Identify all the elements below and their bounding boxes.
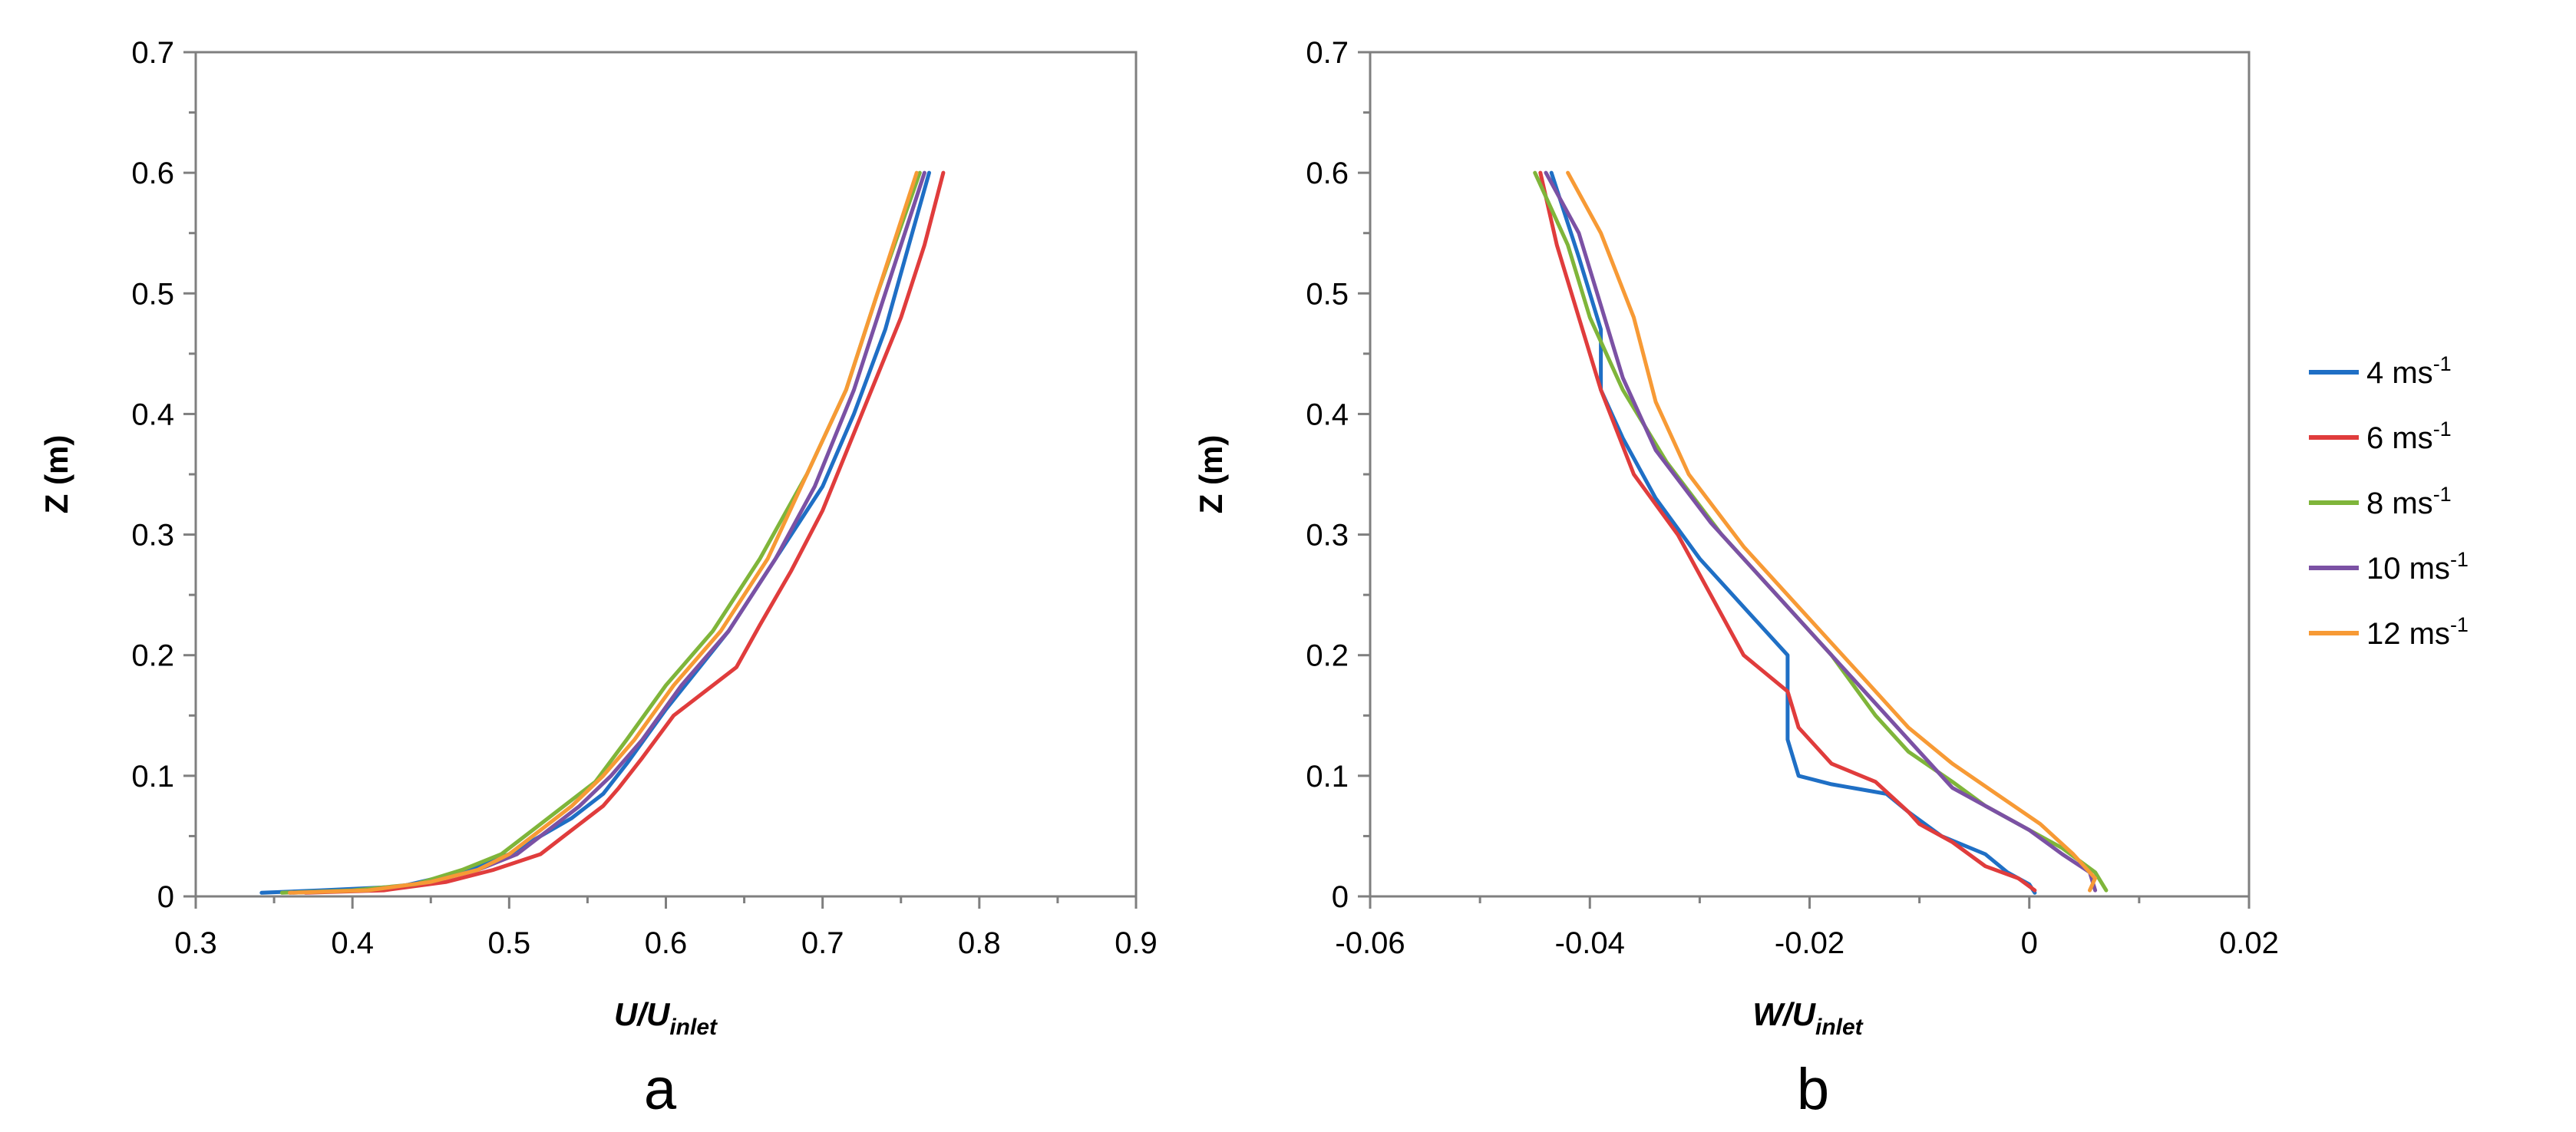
y-tick-label: 0.4 [1306, 398, 1349, 431]
x-axis-title-sub-a: inlet [669, 1015, 718, 1040]
panel-label-a: a [644, 1057, 677, 1122]
series-line-6-ms [303, 170, 946, 895]
legend-entry-4: 4 ms-1 [2309, 352, 2452, 390]
x-tick-label: 0.3 [174, 926, 217, 960]
y-tick-label: 0.5 [131, 277, 174, 311]
y-tick-label: 0.5 [1306, 277, 1349, 311]
x-tick-label: -0.06 [1335, 926, 1405, 960]
y-tick-label: 0.6 [131, 157, 174, 190]
y-tick-labels-b: 0 0.1 0.2 0.3 0.4 0.5 0.6 0.7 [1306, 36, 1349, 914]
series-line-10-ms [1544, 170, 2098, 893]
legend-entry-6: 6 ms-1 [2309, 417, 2452, 455]
x-tick-label: 0.02 [2219, 926, 2279, 960]
y-tick-label: 0.1 [1306, 760, 1349, 794]
y-tick-label: 0 [1332, 880, 1349, 914]
x-tick-label: 0 [2021, 926, 2038, 960]
series-lines-b [1533, 170, 2109, 895]
x-tick-marks-a [194, 896, 1138, 909]
legend-label-4: 4 ms-1 [2366, 352, 2452, 390]
y-tick-label: 0.1 [131, 760, 174, 794]
y-tick-labels-a: 0 0.1 0.2 0.3 0.4 0.5 0.6 0.7 [131, 36, 174, 914]
series-line-8-ms [1533, 170, 2109, 893]
y-tick-label: 0.7 [131, 36, 174, 70]
x-tick-label: -0.04 [1555, 926, 1625, 960]
x-tick-label: 0.7 [801, 926, 844, 960]
legend-entry-12: 12 ms-1 [2309, 613, 2469, 651]
legend-label-10: 10 ms-1 [2366, 548, 2469, 586]
y-axis-title-a: Z (m) [38, 435, 74, 514]
y-tick-label: 0.4 [131, 398, 174, 431]
series-line-12-ms [288, 170, 919, 895]
x-axis-title-a: U/Uinlet [614, 996, 718, 1040]
x-tick-label: 0.4 [331, 926, 374, 960]
x-tick-labels-a: 0.3 0.4 0.5 0.6 0.7 0.8 0.9 [174, 926, 1158, 960]
y-tick-marks-b [1358, 51, 1370, 898]
y-tick-marks-a [183, 51, 196, 898]
x-tick-label: 0.9 [1115, 926, 1158, 960]
y-tick-label: 0.7 [1306, 36, 1349, 70]
chart-panel-b: 00.10.20.30.40.50.60.7 -0.06 -0.04 -0.02 0 0… [1193, 36, 2279, 1122]
x-tick-label: 0.5 [488, 926, 531, 960]
legend-entry-8: 8 ms-1 [2309, 483, 2452, 520]
legend-entry-10: 10 ms-1 [2309, 548, 2469, 586]
legend-label-12: 12 ms-1 [2366, 613, 2469, 651]
x-tick-marks-b [1369, 896, 2251, 909]
y-tick-label: 0.2 [1306, 639, 1349, 673]
chart-panel-a: 00.10.20.30.40.50.60.7 0.3 0.4 0.5 0.6 0.7 0.… [38, 36, 1158, 1122]
y-axis-title-b: Z (m) [1193, 435, 1229, 514]
legend: 4 ms-1 6 ms-1 8 ms-1 10 ms-1 12 ms-1 [2309, 352, 2469, 651]
x-axis-title-main-b: W/U [1752, 996, 1816, 1032]
series-lines-a [259, 170, 946, 895]
y-tick-label: 0 [157, 880, 174, 914]
series-line-6-ms [1538, 170, 2037, 893]
y-tick-label: 0.3 [1306, 519, 1349, 553]
legend-label-8: 8 ms-1 [2366, 483, 2452, 520]
y-tick-label: 0.3 [131, 519, 174, 553]
series-line-12-ms [1566, 170, 2098, 893]
x-tick-label: -0.02 [1775, 926, 1844, 960]
y-tick-label: 0.2 [131, 639, 174, 673]
y-tick-label: 0.6 [1306, 157, 1349, 190]
x-axis-title-b: W/Uinlet [1752, 996, 1864, 1040]
x-tick-label: 0.8 [958, 926, 1001, 960]
x-tick-label: 0.6 [645, 926, 688, 960]
legend-label-6: 6 ms-1 [2366, 417, 2452, 455]
panel-label-b: b [1797, 1057, 1829, 1122]
x-axis-title-main-a: U/U [614, 996, 671, 1032]
x-tick-labels-b: -0.06 -0.04 -0.02 0 0.02 [1335, 926, 2279, 960]
x-axis-title-sub-b: inlet [1815, 1015, 1864, 1040]
